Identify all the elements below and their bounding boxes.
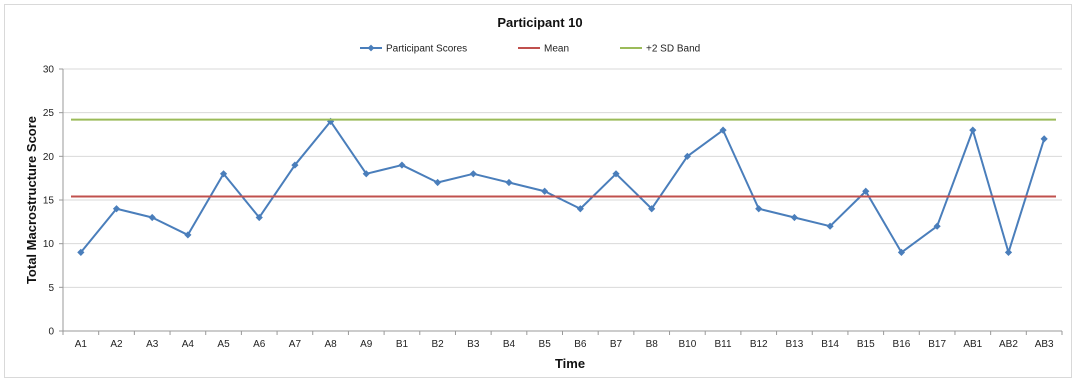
x-tick-label: A5 — [217, 339, 230, 350]
y-tick-label: 20 — [43, 152, 55, 163]
data-point — [148, 213, 156, 222]
data-point — [862, 187, 870, 195]
x-tick-label: A6 — [253, 339, 266, 350]
data-point — [398, 161, 406, 169]
data-point — [576, 205, 584, 213]
data-point — [826, 222, 834, 230]
data-point — [219, 170, 228, 178]
x-tick-label: A9 — [360, 339, 373, 350]
x-tick-label: B5 — [539, 339, 552, 350]
x-tick-label: B2 — [432, 339, 445, 350]
y-tick-label: 30 — [43, 65, 55, 76]
y-tick-label: 15 — [43, 196, 55, 207]
legend: Participant Scores Mean +2 SD Band — [360, 44, 700, 55]
chart-frame — [4, 4, 1072, 378]
data-point — [969, 126, 977, 134]
x-tick-label: AB1 — [963, 339, 982, 350]
x-tick-label: B10 — [678, 339, 696, 350]
y-tick-label: 0 — [48, 327, 54, 338]
data-point — [719, 126, 727, 134]
gridlines — [63, 68, 1062, 288]
legend-marker — [367, 44, 375, 52]
x-tick-label: B11 — [715, 339, 732, 350]
chart-title: Participant 10 — [497, 15, 582, 30]
series-layer — [71, 117, 1056, 256]
x-axis-ticks: A1 A2 A3 A4 A5 A6 A7 A8 A9 B1 B2 B3 B4 B5 B6 B7 B8 B10 B11… — [62, 331, 1063, 350]
series-line-participant-scores — [80, 120, 1046, 254]
data-point — [612, 170, 620, 178]
data-point — [1040, 135, 1048, 143]
data-point — [790, 213, 799, 222]
data-point — [434, 178, 442, 187]
data-point — [683, 152, 691, 160]
data-point — [291, 161, 299, 169]
data-point — [933, 222, 941, 230]
x-tick-label: B14 — [821, 339, 839, 350]
data-point — [648, 205, 656, 213]
data-point — [541, 187, 549, 195]
data-point — [184, 231, 192, 239]
x-tick-label: B15 — [857, 339, 875, 350]
x-tick-label: B6 — [574, 339, 587, 350]
data-point — [1004, 248, 1013, 256]
x-tick-label: B3 — [467, 339, 480, 350]
x-tick-label: A8 — [324, 339, 337, 350]
y-axis-title: Total Macrostructure Score — [24, 116, 39, 284]
x-tick-label: AB3 — [1035, 339, 1054, 350]
x-tick-label: A7 — [289, 339, 302, 350]
x-axis-title: Time — [555, 356, 585, 371]
data-point — [112, 205, 121, 213]
x-tick-label: B13 — [786, 339, 804, 350]
x-tick-label: A3 — [146, 339, 159, 350]
y-tick-label: 5 — [48, 283, 54, 294]
data-point — [755, 205, 763, 213]
x-tick-label: B17 — [928, 339, 946, 350]
legend-label: Participant Scores — [386, 44, 467, 55]
y-tick-label: 10 — [43, 239, 55, 250]
data-point — [255, 213, 263, 222]
y-tick-label: 25 — [43, 108, 55, 119]
x-tick-label: B7 — [610, 339, 623, 350]
x-tick-label: A4 — [182, 339, 195, 350]
legend-label: Mean — [544, 44, 569, 55]
x-tick-label: A1 — [75, 339, 88, 350]
legend-label: +2 SD Band — [646, 44, 700, 55]
x-tick-label: B16 — [893, 339, 911, 350]
x-tick-label: B4 — [503, 339, 516, 350]
data-point — [897, 248, 906, 256]
x-tick-label: B1 — [396, 339, 409, 350]
x-tick-label: A2 — [110, 339, 123, 350]
y-axis-ticks: 0 5 10 15 20 25 30 — [43, 65, 63, 338]
data-point — [505, 178, 513, 187]
data-point — [469, 170, 477, 178]
x-tick-label: B8 — [646, 339, 659, 350]
data-point — [77, 248, 85, 256]
data-point — [362, 170, 370, 178]
x-tick-label: B12 — [750, 339, 768, 350]
x-tick-label: AB2 — [999, 339, 1018, 350]
